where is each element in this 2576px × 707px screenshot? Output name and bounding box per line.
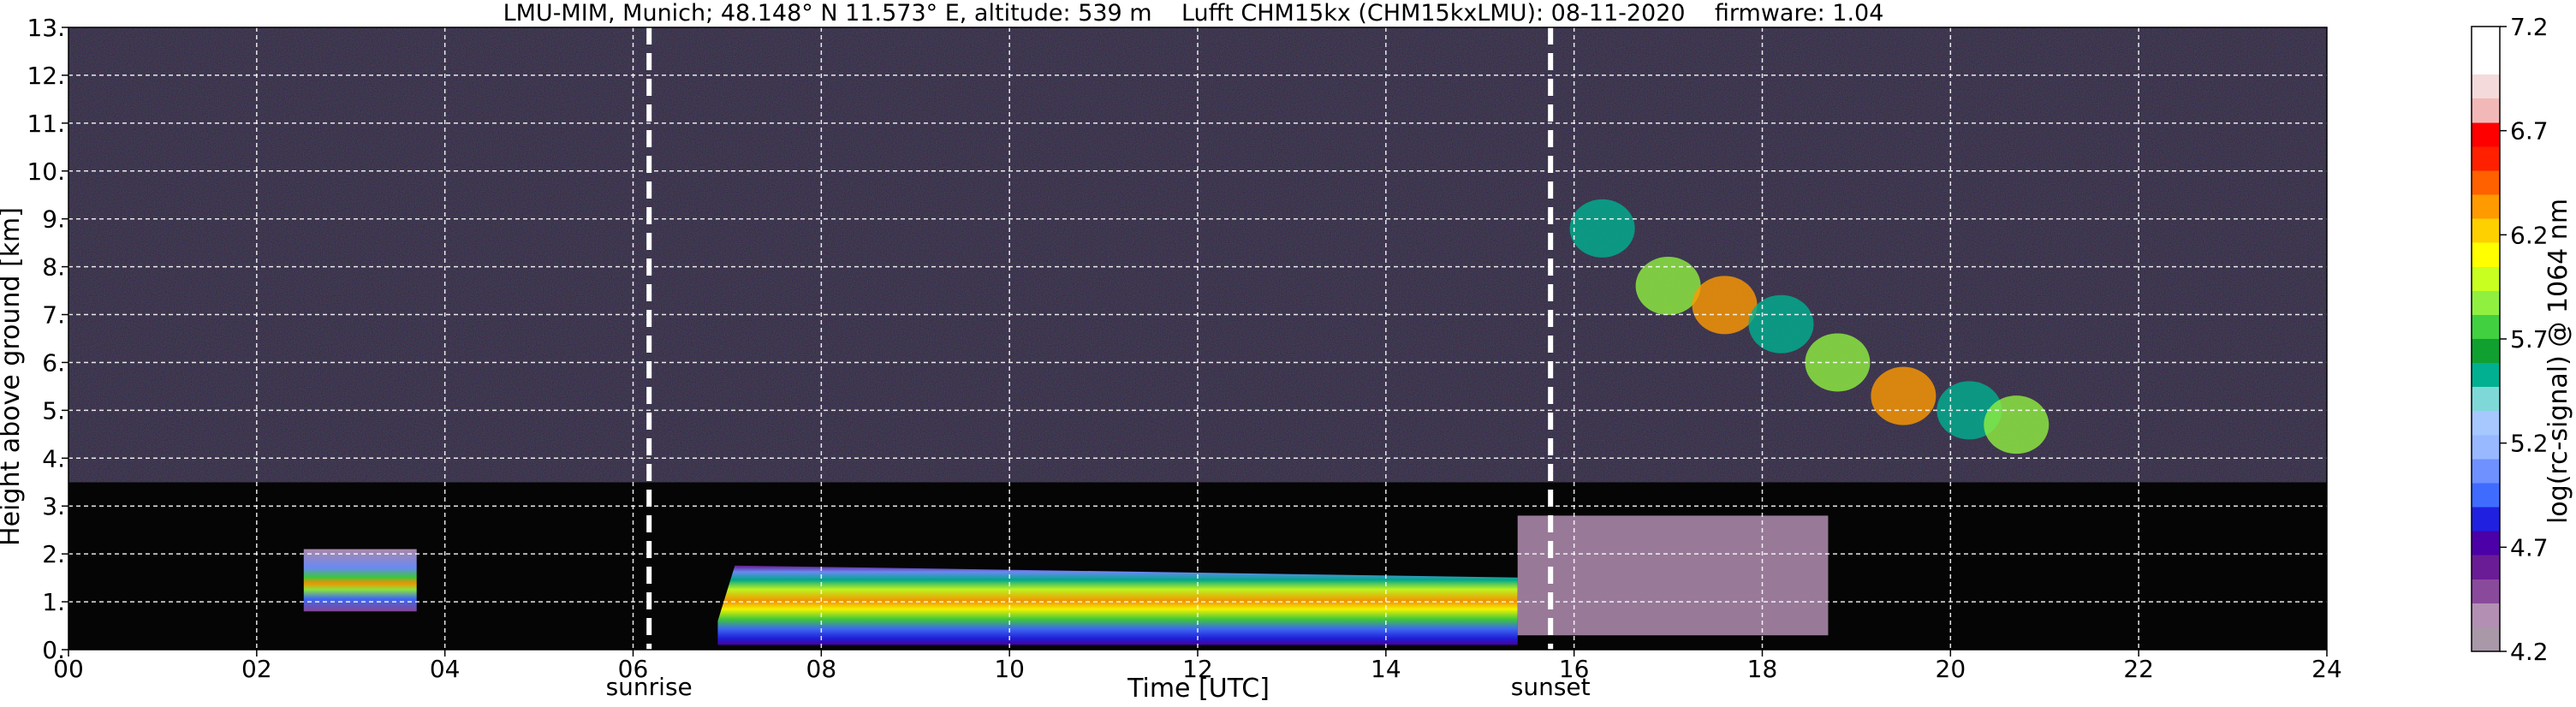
feature-upper-cloud	[1984, 395, 2049, 454]
feature-residual-layer	[1517, 515, 1829, 636]
sun-markers	[646, 27, 1554, 650]
x-tick-label: 02	[241, 655, 272, 683]
y-tick-label: 13.	[27, 14, 65, 42]
aerosol-cloud-features	[303, 199, 2049, 645]
x-tick-label: 10	[994, 655, 1025, 683]
y-tick-label: 2.	[42, 540, 65, 568]
x-tick-label: 22	[2123, 655, 2154, 683]
y-tick-label: 12.	[27, 62, 65, 90]
y-tick-label: 7.	[42, 301, 65, 330]
colorbar-tick-label: 5.7	[2510, 325, 2549, 354]
colorbar-tick-label: 4.7	[2510, 533, 2549, 561]
y-tick-label: 0.	[42, 636, 65, 664]
y-tick-label: 6.	[42, 348, 65, 377]
colorbar: 4.2 4.7 5.2 5.7 6.2 6.7 7.2 log(rc-signal) @ 1…	[2471, 13, 2573, 666]
y-tick-label: 11.	[27, 110, 65, 138]
feature-upper-cloud	[1805, 333, 1871, 392]
marker-label-sunrise: sunrise	[606, 673, 693, 701]
x-tick-label: 08	[806, 655, 837, 683]
y-tick-label: 4.	[42, 444, 65, 472]
feature-upper-cloud	[1692, 276, 1758, 335]
x-axis-label: Time [UTC]	[1127, 674, 1270, 704]
sun-marker-labels: sunrise sunset	[606, 673, 1591, 701]
colorbar-label: log(rc-signal) @ 1064 nm	[2543, 199, 2573, 524]
x-tick-label: 16	[1559, 655, 1590, 683]
x-tick-label: 06	[618, 655, 649, 683]
y-tick-label: 9.	[42, 205, 65, 234]
plot-area	[68, 27, 2327, 650]
feature-night-aerosol-layer	[303, 549, 417, 612]
colorbar-tick-label: 4.2	[2510, 638, 2549, 666]
x-tick-label: 20	[1936, 655, 1966, 683]
feature-upper-cloud	[1871, 366, 1936, 425]
feature-upper-cloud	[1569, 199, 1635, 258]
feature-boundary-layer	[717, 565, 1518, 645]
marker-label-sunset: sunset	[1511, 673, 1591, 701]
colorbar-tick-label: 6.7	[2510, 117, 2549, 146]
colorbar-tick-label: 7.2	[2510, 13, 2549, 41]
y-tick-label: 3.	[42, 492, 65, 520]
chart-title: LMU-MIM, Munich; 48.148° N 11.573° E, al…	[503, 0, 1884, 27]
x-axis-ticks: 00 02 04 06 08 10 12 14 16 18 20 22 24	[53, 650, 2342, 683]
y-axis-ticks: 0. 1. 2. 3. 4. 5. 6. 7. 8. 9. 10. 11. 12. 13.	[27, 14, 68, 664]
x-tick-label: 18	[1747, 655, 1778, 683]
y-tick-label: 1.	[42, 588, 65, 616]
x-tick-label: 24	[2311, 655, 2342, 683]
y-tick-label: 8.	[42, 253, 65, 282]
x-tick-label: 00	[53, 655, 84, 683]
feature-upper-cloud	[1748, 294, 1814, 354]
y-tick-label: 10.	[27, 157, 65, 186]
feature-upper-cloud	[1635, 256, 1701, 315]
grid-lines	[68, 27, 2327, 650]
colorbar-scale	[2471, 26, 2501, 652]
colorbar-tick-label: 5.2	[2510, 430, 2549, 458]
x-tick-label: 04	[430, 655, 461, 683]
y-axis-label: Height above ground [km]	[0, 207, 26, 546]
colorbar-tick-label: 6.2	[2510, 221, 2549, 249]
x-tick-label: 12	[1182, 655, 1213, 683]
x-tick-label: 14	[1371, 655, 1401, 683]
y-tick-label: 5.	[42, 396, 65, 425]
colorbar-ticks: 4.2 4.7 5.2 5.7 6.2 6.7 7.2	[2500, 13, 2549, 666]
